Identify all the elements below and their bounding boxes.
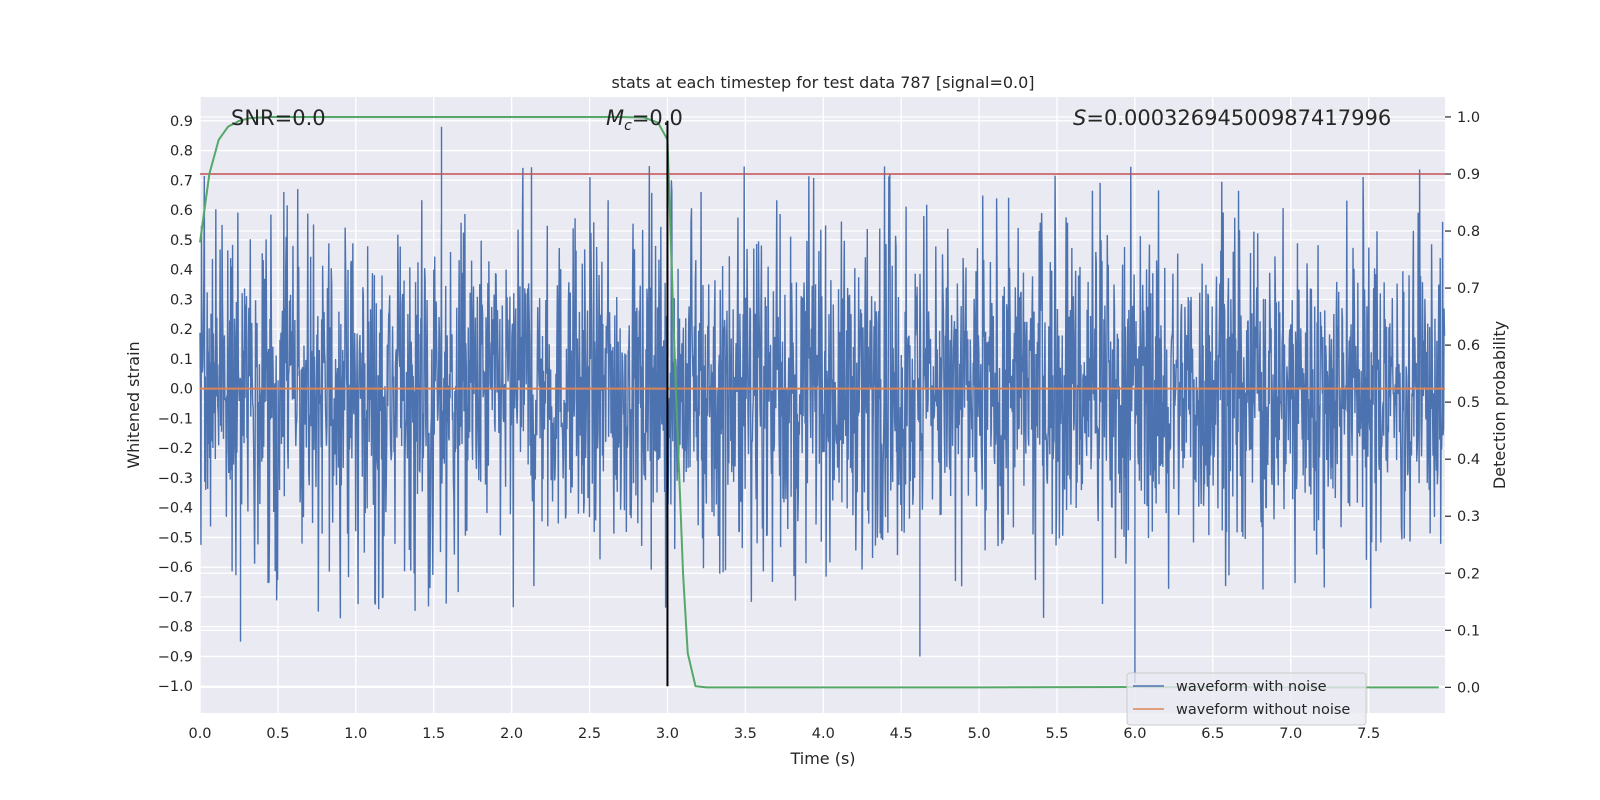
y-tick-label: 0.8 [170, 144, 193, 160]
x-tick-label: 1.0 [344, 726, 367, 742]
x-tick-label: 5.5 [1045, 726, 1068, 742]
y2-tick-label: 0.5 [1457, 395, 1480, 411]
mc-annotation: Mc=0.0 [606, 106, 683, 134]
y-tick-labels: 0.9 0.8 0.7 0.6 0.5 0.4 0.3 0.2 0.1 0.0 −0.1 −0.2 −0… [158, 114, 193, 695]
mc-value: =0.0 [632, 106, 683, 130]
x-tick-label: 6.0 [1123, 726, 1146, 742]
y-tick-label: −0.1 [158, 411, 193, 427]
x-tick-label: 3.5 [734, 726, 757, 742]
y2-tick-label: 0.2 [1457, 566, 1480, 582]
x-tick-label: 2.0 [500, 726, 523, 742]
legend-label-clean: waveform without noise [1176, 702, 1350, 718]
y-tick-label: −0.7 [158, 590, 193, 606]
y-tick-label: −0.6 [158, 560, 193, 576]
series-layer [199, 115, 1446, 689]
x-tick-label: 3.0 [656, 726, 679, 742]
y-tick-label: 0.3 [170, 292, 193, 308]
x-tick-label: 1.5 [422, 726, 445, 742]
y-tick-label: 0.6 [170, 203, 193, 219]
x-tick-label: 7.0 [1279, 726, 1302, 742]
legend: waveform with noise waveform without noi… [1126, 672, 1367, 726]
x-tick-label: 5.0 [968, 726, 991, 742]
x-tick-label: 2.5 [578, 726, 601, 742]
y-tick-label: 0.0 [170, 382, 193, 398]
s-value: =0.00032694500987417996 [1086, 106, 1391, 130]
chart-title: stats at each timestep for test data 787… [611, 73, 1034, 92]
mc-subscript: c [624, 118, 632, 134]
s-symbol: S [1073, 106, 1086, 130]
legend-label-noise: waveform with noise [1176, 679, 1327, 695]
y-tick-label: −0.3 [158, 471, 193, 487]
y2-tick-label: 0.3 [1457, 509, 1480, 525]
y-tick-label: 0.7 [170, 173, 193, 189]
x-tick-label: 4.0 [812, 726, 835, 742]
y2-tick-label: 0.8 [1457, 224, 1480, 240]
x-tick-label: 7.5 [1357, 726, 1380, 742]
y-tick-label: 0.4 [170, 263, 193, 279]
y2-tick-label: 0.9 [1457, 167, 1480, 183]
y2-axis-label: Detection probability [1490, 321, 1509, 489]
x-tick-label: 0.0 [188, 726, 211, 742]
y-tick-label: −0.5 [158, 530, 193, 546]
x-tick-label: 6.5 [1201, 726, 1224, 742]
y2-tick-label: 0.1 [1457, 623, 1480, 639]
y-tick-label: 0.5 [170, 233, 193, 249]
x-tick-labels: 0.0 0.5 1.0 1.5 2.0 2.5 3.0 3.5 4.0 4.5 5.0 5.5 6.0 6… [188, 726, 1380, 742]
legend-box [1126, 672, 1367, 726]
y2-tick-label: 0.0 [1457, 680, 1480, 696]
y-tick-label: 0.2 [170, 322, 193, 338]
series-waveform-with-noise [199, 126, 1446, 684]
y-tick-label: −0.4 [158, 501, 193, 517]
x-tick-label: 4.5 [890, 726, 913, 742]
y-tick-label: 0.1 [170, 352, 193, 368]
mc-symbol: M [606, 106, 624, 130]
s-annotation: S=0.00032694500987417996 [1073, 106, 1391, 130]
y-tick-label: −0.2 [158, 441, 193, 457]
y-tick-label: −0.8 [158, 620, 193, 636]
snr-annotation: SNR=0.0 [231, 106, 326, 130]
series-detection-probability [199, 115, 1439, 689]
x-axis-label: Time (s) [789, 749, 855, 768]
y2-tick-label: 1.0 [1457, 110, 1480, 126]
y2-tick-labels: 1.0 0.9 0.8 0.7 0.6 0.5 0.4 0.3 0.2 0.1 0.0 [1445, 110, 1480, 696]
y2-tick-label: 0.4 [1457, 452, 1480, 468]
y-axis-label: Whitened strain [124, 341, 143, 468]
y2-tick-label: 0.7 [1457, 281, 1480, 297]
y-tick-label: −1.0 [158, 679, 193, 695]
x-tick-label: 0.5 [266, 726, 289, 742]
y-tick-label: 0.9 [170, 114, 193, 130]
y-tick-label: −0.9 [158, 649, 193, 665]
y2-tick-label: 0.6 [1457, 338, 1480, 354]
